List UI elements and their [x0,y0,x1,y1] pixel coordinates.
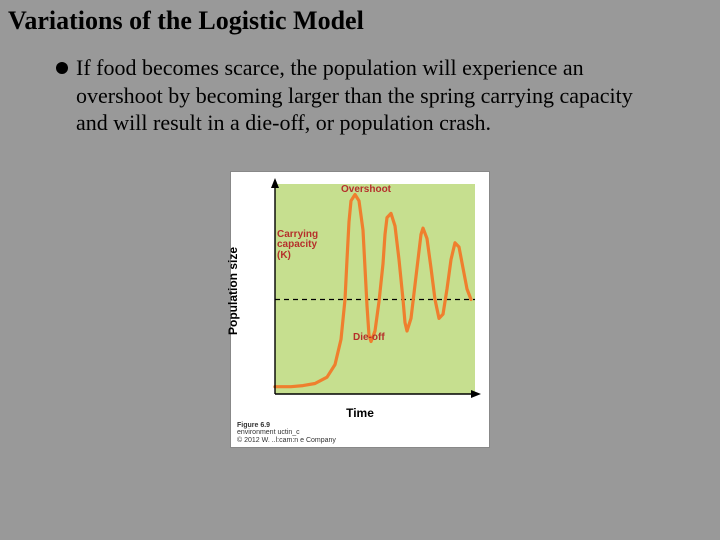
body-text: If food becomes scarce, the population w… [76,54,664,137]
y-axis-label: Population size [226,246,240,334]
annotation-carrying: Carrying capacity (K) [277,230,333,262]
x-axis-label: Time [237,406,483,420]
page-title: Variations of the Logistic Model [8,6,712,36]
annotation-dieoff: Die-off [353,332,385,343]
annotation-carrying-text: Carrying capacity (K) [277,229,318,261]
bullet-item: If food becomes scarce, the population w… [8,54,712,137]
logistic-figure: Population size Overshoot Carrying capac… [230,171,490,448]
bullet-icon [56,62,68,74]
caption-line2: environment uctin_c [237,429,300,436]
caption-line3: © 2012 W. ..l:cam:n e Company [237,437,336,444]
caption-figure-number: Figure 6.9 [237,422,270,429]
chart-svg [253,178,483,404]
figure-caption: Figure 6.9 environment uctin_c © 2012 W.… [237,422,483,445]
annotation-overshoot: Overshoot [341,184,391,195]
